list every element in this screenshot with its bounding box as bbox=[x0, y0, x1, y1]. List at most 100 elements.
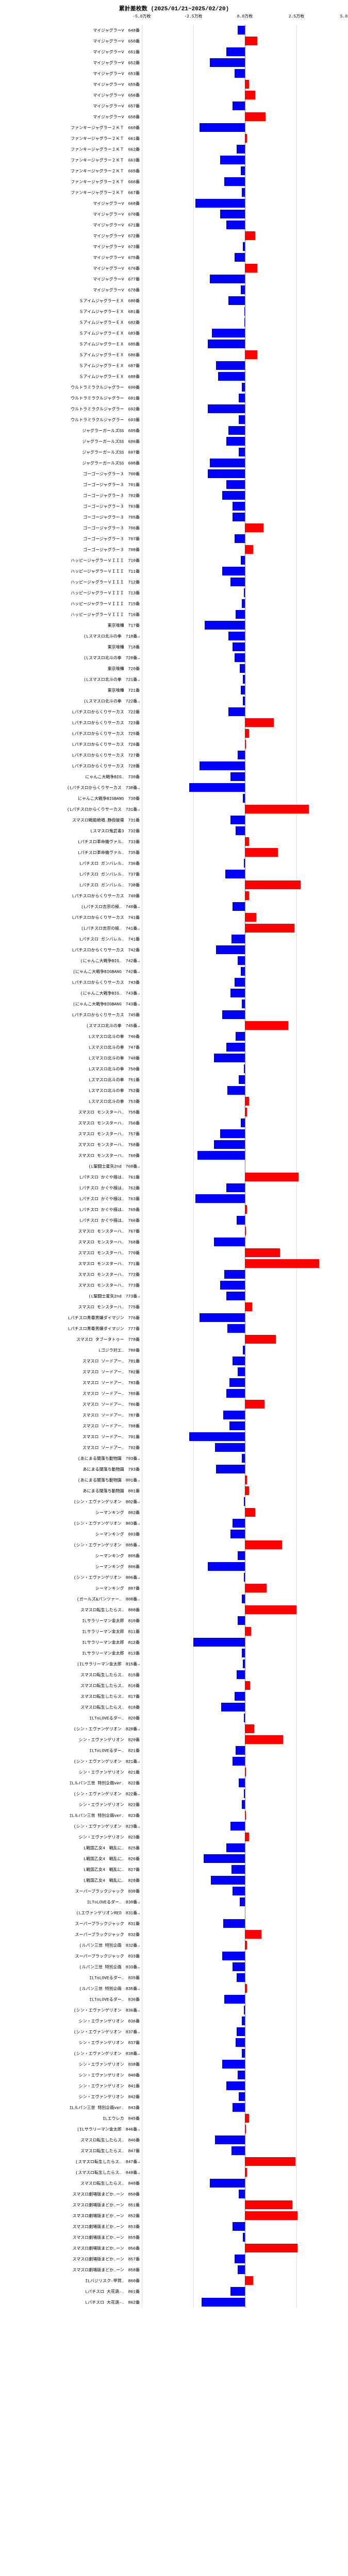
row-label: スーパーブラックジャック 833番 bbox=[0, 1953, 142, 1959]
row-label: スマスロ劇場版まどか…ーン 857番 bbox=[0, 2256, 142, 2262]
row-label: (L聖闘士星矢2nd 760番→ bbox=[0, 1163, 142, 1169]
row-label: (にゃんこ大戦争BIG… 743番→ bbox=[0, 990, 142, 996]
row-label: マイジャグラーV 653番 bbox=[0, 71, 142, 76]
bar bbox=[245, 2211, 297, 2220]
bar bbox=[245, 2157, 295, 2166]
bar bbox=[245, 1302, 252, 1311]
row-label: (シン・エヴァンゲリオン 805番→ bbox=[0, 1542, 142, 1548]
row-label: (シン・エヴァンゲリオン 821番→ bbox=[0, 1758, 142, 1764]
row-label: Lパチスロ 大花満-… 861番 bbox=[0, 2289, 142, 2294]
bar bbox=[222, 1952, 245, 1960]
row-label: マイジャグラーV 677番 bbox=[0, 276, 142, 282]
bar bbox=[245, 80, 249, 89]
row-label: スマスロ モンスターハ… 758番 bbox=[0, 1142, 142, 1147]
bar bbox=[214, 1054, 245, 1062]
row-label: Lスマスロ北斗の拳 751番 bbox=[0, 1077, 142, 1082]
bar bbox=[226, 1389, 245, 1398]
row-label: (シン・エヴァンゲリオン 837番→ bbox=[0, 2029, 142, 2035]
bar bbox=[200, 1313, 245, 1322]
row-label: Lパチスロからくりサーカス 725番 bbox=[0, 731, 142, 736]
bar bbox=[245, 1508, 255, 1517]
bar bbox=[216, 361, 245, 370]
row-label: ゴーゴージャグラー３ 708番 bbox=[0, 547, 142, 552]
x-tick-label: 2.5万枚 bbox=[289, 13, 304, 19]
row-label: スマスロ モンスターハ… 757番 bbox=[0, 1131, 142, 1137]
bar bbox=[215, 1443, 245, 1452]
bar bbox=[245, 1486, 249, 1495]
bar bbox=[224, 1270, 245, 1279]
row-label: スマスロ転生したらス… 848番 bbox=[0, 2180, 142, 2186]
bar bbox=[245, 1476, 247, 1484]
bar bbox=[233, 1757, 245, 1766]
bar bbox=[238, 1367, 245, 1376]
row-label: スマスロ ソードアー… 791番 bbox=[0, 1434, 142, 1439]
row-label: ゴーゴージャグラー３ 707番 bbox=[0, 536, 142, 541]
bar bbox=[245, 2168, 247, 2177]
row-label: スマスロ転生したらス… 816番 bbox=[0, 1683, 142, 1688]
bar bbox=[241, 686, 245, 694]
row-label: ファンキージャグラー２ＫＴ 663番 bbox=[0, 157, 142, 163]
row-label: Lパチスロからくりサーカス 728番 bbox=[0, 763, 142, 769]
bar bbox=[237, 1670, 245, 1679]
bar bbox=[220, 1129, 245, 1138]
bar bbox=[233, 1519, 245, 1528]
row-label: スマスロ劇場版まどか…ーン 851番 bbox=[0, 2202, 142, 2208]
bar bbox=[245, 1833, 249, 1841]
bar bbox=[241, 556, 245, 565]
bar bbox=[245, 718, 274, 727]
bar bbox=[230, 1822, 245, 1831]
x-axis: -5.0万枚-2.5万枚0.0万枚2.5万枚5.0万枚 bbox=[0, 13, 348, 25]
bar bbox=[227, 1086, 245, 1095]
row-label: (シン・エヴァンゲリオン 806番→ bbox=[0, 1574, 142, 1580]
bar bbox=[240, 1897, 245, 1906]
row-label: (スマスロ北斗の拳 745番→ bbox=[0, 1023, 142, 1028]
row-label: スーパーブラックジャック 830番 bbox=[0, 1888, 142, 1894]
bar bbox=[224, 177, 245, 186]
row-label: ゴーゴージャグラー３ 705番 bbox=[0, 514, 142, 520]
bar bbox=[233, 2222, 245, 2231]
bar bbox=[231, 935, 245, 943]
bar bbox=[233, 902, 245, 911]
row-label: Lパチスロ かぐや様は… 765番 bbox=[0, 1207, 142, 1212]
bar bbox=[216, 945, 245, 954]
bar bbox=[237, 2027, 245, 2036]
bar bbox=[243, 1659, 245, 1668]
row-label: マイジャグラーV 648番 bbox=[0, 27, 142, 33]
row-label: (あにまる闇落ち動物園 793番→ bbox=[0, 1455, 142, 1461]
bar bbox=[245, 112, 266, 121]
bar bbox=[230, 1530, 245, 1538]
row-label: Lパチスロ革命機ヴァル… 735番 bbox=[0, 850, 142, 855]
bar bbox=[245, 1681, 250, 1690]
bar bbox=[244, 1789, 245, 1798]
row-label: スマスロ ソードアー… 787番 bbox=[0, 1412, 142, 1418]
bar bbox=[235, 653, 245, 662]
bar bbox=[245, 740, 246, 749]
row-label: マイジャグラーV 656番 bbox=[0, 92, 142, 98]
bar bbox=[244, 1497, 245, 1506]
bar bbox=[235, 534, 245, 543]
row-label: Lパチスロ ガンバレル… 741番 bbox=[0, 936, 142, 942]
row-label: ILバジリスク-甲賀… 860番 bbox=[0, 2278, 142, 2283]
bar bbox=[200, 123, 245, 132]
row-label: ILサラリーマン金太郎 812番 bbox=[0, 1639, 142, 1645]
row-label: ILToLOVEるダー… 836番 bbox=[0, 1996, 142, 2002]
row-label: スマスロ モンスターハ… 770番 bbox=[0, 1250, 142, 1256]
row-label: ゴーゴージャグラー３ 700番 bbox=[0, 471, 142, 477]
row-label: L戦国乙女4 戦乱に… 828番 bbox=[0, 1877, 142, 1883]
row-label: 東京喰種 720番 bbox=[0, 666, 142, 671]
row-label: スマスロ モンスターハ… 773番 bbox=[0, 1282, 142, 1288]
bar bbox=[241, 967, 245, 976]
row-label: スマスロ転生したらス… 815番 bbox=[0, 1672, 142, 1677]
row-label: スマスロ戦姫絶唱…静寂破壊 731番 bbox=[0, 817, 142, 823]
row-label: ILエウレカ 845番 bbox=[0, 2115, 142, 2121]
bar bbox=[210, 58, 245, 67]
row-label: L戦国乙女4 戦乱に… 827番 bbox=[0, 1867, 142, 1872]
row-label: (ILサラリーマン金太郎 846番→ bbox=[0, 2126, 142, 2132]
row-label: スマスロ ソードアー… 785番 bbox=[0, 1391, 142, 1396]
bar bbox=[200, 761, 245, 770]
row-label: ジャグラーガールズSS 696番 bbox=[0, 438, 142, 444]
bar bbox=[226, 480, 245, 489]
bar bbox=[239, 2092, 245, 2101]
bar bbox=[239, 1075, 245, 1084]
row-label: (スマスロ転生したらス… 847番→ bbox=[0, 2159, 142, 2164]
